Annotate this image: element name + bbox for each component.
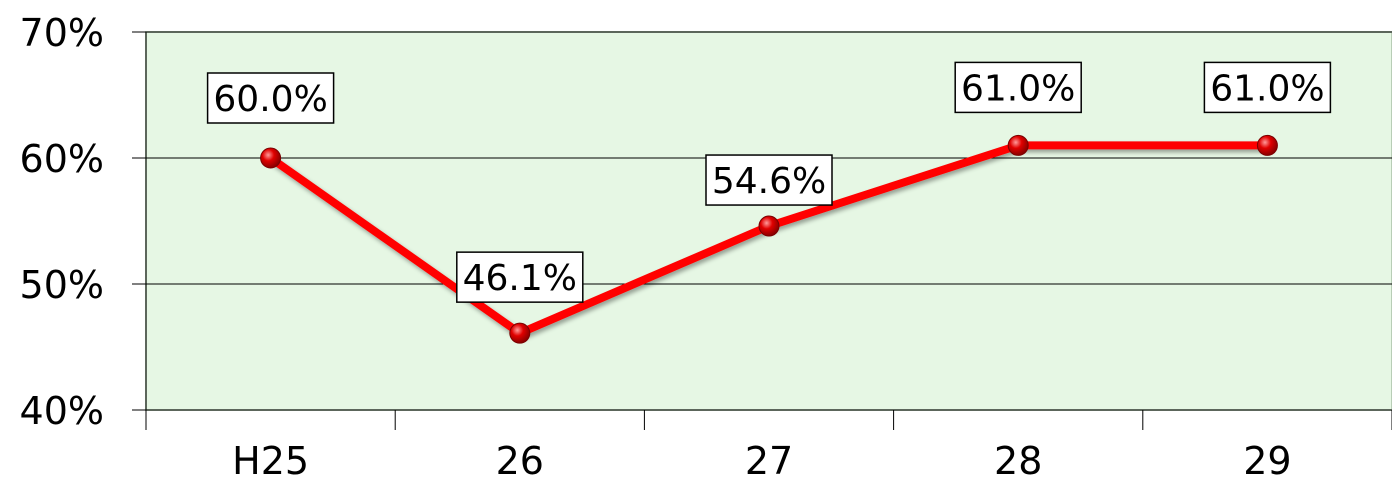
data-label-box: [456, 251, 584, 303]
axes: [132, 31, 1392, 430]
x-axis-tick-labels: H25 26 27 28 29: [232, 439, 1291, 479]
data-labels: 60.0% 46.1% 54.6% 61.0% 61.0%: [206, 61, 1332, 303]
data-point-marker: [758, 215, 780, 237]
y-tick-label: 70%: [20, 11, 104, 55]
data-label-text: 46.1%: [463, 258, 577, 299]
data-label-box: [206, 72, 335, 124]
x-tick-label: 26: [496, 439, 544, 479]
data-label: 46.1%: [456, 251, 584, 303]
data-point-marker: [509, 322, 531, 344]
data-label: 61.0%: [954, 61, 1082, 114]
data-point-marker: [260, 147, 282, 169]
data-label: 61.0%: [1203, 61, 1332, 114]
y-axis-tick-labels: 40% 50% 60% 70%: [20, 11, 104, 433]
x-tick-label: H25: [232, 439, 309, 479]
data-point-marker: [1007, 134, 1029, 156]
data-label-text: 61.0%: [1210, 68, 1324, 109]
series-line: [260, 134, 1278, 344]
y-tick-label: 50%: [20, 263, 104, 307]
data-point-marker: [1256, 134, 1278, 156]
data-label-text: 61.0%: [961, 68, 1075, 109]
x-tick-label: 28: [994, 439, 1042, 479]
data-label-box: [1203, 61, 1332, 114]
data-label: 60.0%: [206, 72, 335, 124]
data-label-box: [705, 154, 833, 206]
data-label-text: 60.0%: [213, 79, 327, 120]
y-tick-label: 40%: [20, 389, 104, 433]
data-label-text: 54.6%: [712, 161, 826, 202]
x-tick-label: 29: [1243, 439, 1291, 479]
data-label-box: [954, 61, 1082, 114]
x-tick-label: 27: [745, 439, 793, 479]
data-label: 54.6%: [705, 154, 833, 206]
y-tick-label: 60%: [20, 137, 104, 181]
